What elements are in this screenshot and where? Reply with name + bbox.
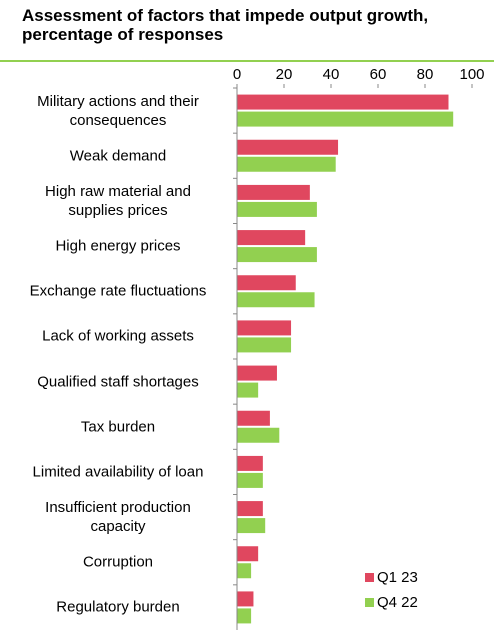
x-tick-label: 0	[233, 66, 241, 83]
bar	[237, 292, 315, 308]
legend-label: Q1 23	[377, 569, 418, 586]
y-tick-label: High energy prices	[55, 237, 181, 255]
bar	[237, 201, 317, 217]
bar	[237, 111, 454, 127]
y-tick-label: Qualified staff shortages	[37, 373, 199, 391]
y-tick-label: Weak demand	[69, 147, 167, 165]
bar	[237, 247, 317, 263]
bar	[237, 382, 259, 398]
bar	[237, 365, 277, 381]
bar	[237, 184, 310, 200]
bar	[237, 320, 292, 336]
y-tick-label: Insufficient production capacity	[45, 499, 191, 536]
bar	[237, 563, 252, 579]
y-tick-label: Limited availability of loan	[32, 463, 204, 481]
y-tick-label: Military actions and their consequences	[37, 92, 199, 129]
legend-label: Q4 22	[377, 594, 418, 611]
bar	[237, 275, 296, 291]
bar	[237, 518, 266, 534]
bar	[237, 608, 252, 624]
x-tick-label: 20	[276, 66, 293, 83]
bar	[237, 472, 263, 488]
bar	[237, 337, 292, 353]
y-tick-label: High raw material and supplies prices	[45, 182, 191, 219]
x-tick-label: 100	[459, 66, 484, 83]
x-tick-label: 60	[370, 66, 387, 83]
y-tick-label: Corruption	[82, 553, 154, 571]
y-tick-label: Tax burden	[80, 418, 156, 436]
bar	[237, 455, 263, 471]
bar	[237, 591, 254, 607]
bar	[237, 546, 259, 562]
bar	[237, 139, 339, 155]
bar	[237, 427, 280, 443]
legend-swatch	[365, 573, 374, 582]
x-tick-label: 40	[323, 66, 340, 83]
chart-title: Assessment of factors that impede output…	[22, 6, 429, 44]
bar	[237, 410, 270, 426]
bar	[237, 501, 263, 517]
x-tick-label: 80	[417, 66, 434, 83]
y-tick-label: Regulatory burden	[56, 598, 180, 616]
bar	[237, 230, 306, 246]
y-tick-label: Exchange rate fluctuations	[29, 282, 207, 300]
bar	[237, 94, 449, 110]
y-tick-label: Lack of working assets	[42, 327, 194, 345]
bar	[237, 156, 336, 172]
legend-swatch	[365, 598, 374, 607]
